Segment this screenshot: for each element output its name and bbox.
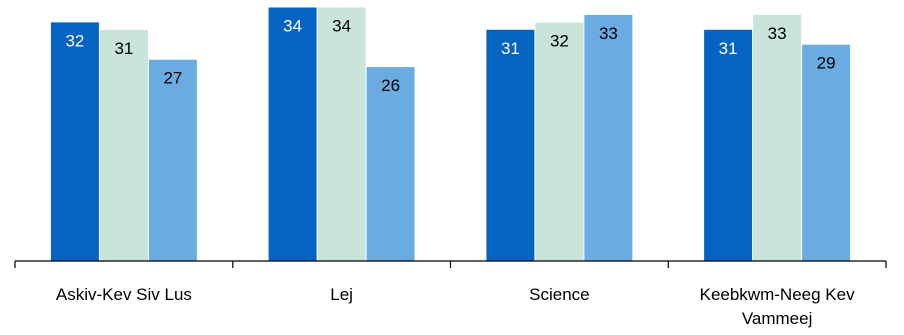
data-label-3-3: 33 (599, 24, 618, 43)
data-label-2-1: 34 (283, 17, 302, 36)
data-label-4-2: 33 (768, 24, 787, 43)
data-label-1-1: 32 (65, 31, 84, 50)
bar-4-3 (802, 44, 851, 262)
bar-1-3 (148, 59, 197, 262)
value-labels-layer: 32 31 27 34 34 26 31 32 33 31 33 29 (65, 17, 835, 96)
bar-3-3 (584, 14, 633, 262)
data-label-3-2: 32 (550, 31, 569, 50)
bar-4-1 (704, 29, 753, 261)
data-label-1-2: 31 (114, 39, 133, 58)
x-axis: Askiv-Kev Siv Lus Lej Science Keebkwm-Neeg … (14, 260, 887, 328)
bar-2-2 (317, 7, 366, 261)
bar-1-2 (99, 29, 148, 261)
category-label-1: Askiv-Kev Siv Lus (56, 285, 192, 304)
bar-3-2 (535, 22, 584, 262)
category-label-4-line-2: Vammeej (742, 309, 813, 328)
data-label-4-1: 31 (719, 39, 738, 58)
bars-layer (50, 7, 851, 262)
data-label-3-1: 31 (501, 39, 520, 58)
category-label-3: Science (529, 285, 589, 304)
category-label-4-line-1: Keebkwm-Neeg Kev (700, 285, 855, 304)
data-label-2-2: 34 (332, 17, 351, 36)
bar-2-3 (366, 67, 415, 261)
data-label-4-3: 29 (817, 54, 836, 73)
category-label-2: Lej (330, 285, 353, 304)
bar-1-1 (50, 22, 99, 262)
data-label-1-3: 27 (163, 69, 182, 88)
bar-4-2 (753, 14, 802, 262)
data-label-2-3: 26 (381, 76, 400, 95)
bar-2-1 (268, 7, 317, 261)
bar-3-1 (486, 29, 535, 261)
